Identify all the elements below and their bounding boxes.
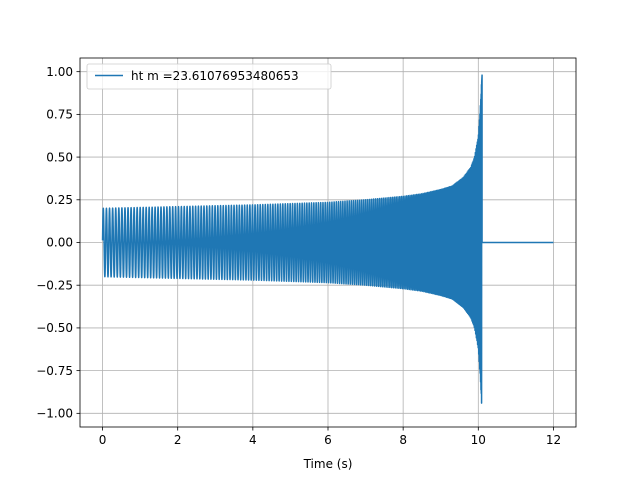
y-tick-label: 0.00: [46, 236, 73, 250]
x-tick-label: 12: [546, 433, 561, 447]
y-tick-label: −0.75: [36, 364, 73, 378]
legend-label-ht: ht m =23.61076953480653: [131, 69, 299, 83]
y-tick-label: −0.25: [36, 278, 73, 292]
x-axis-ticks: 0 2 4 6 8 10 12: [99, 427, 561, 447]
y-tick-label: 0.25: [46, 193, 73, 207]
y-tick-label: −1.00: [36, 407, 73, 421]
x-tick-label: 10: [471, 433, 486, 447]
series-line-ht: [101, 74, 554, 404]
legend-frame: [86, 63, 332, 90]
y-tick-label: −0.50: [36, 321, 73, 335]
grid-lines: [80, 58, 576, 427]
x-tick-label: 6: [324, 433, 332, 447]
y-tick-label: 0.75: [46, 108, 73, 122]
y-axis-ticks: −1.00 −0.75 −0.50 −0.25 0.00 0.25 0.50 0.75 1.00: [36, 65, 80, 421]
x-tick-label: 4: [249, 433, 257, 447]
x-tick-label: 0: [99, 433, 107, 447]
x-axis-label: Time (s): [303, 457, 353, 471]
y-tick-label: 1.00: [46, 65, 73, 79]
x-tick-label: 8: [399, 433, 407, 447]
legend: ht m =23.61076953480653: [86, 63, 332, 90]
y-tick-label: 0.50: [46, 150, 73, 164]
x-tick-label: 2: [174, 433, 182, 447]
series-ht-line: [101, 74, 554, 404]
